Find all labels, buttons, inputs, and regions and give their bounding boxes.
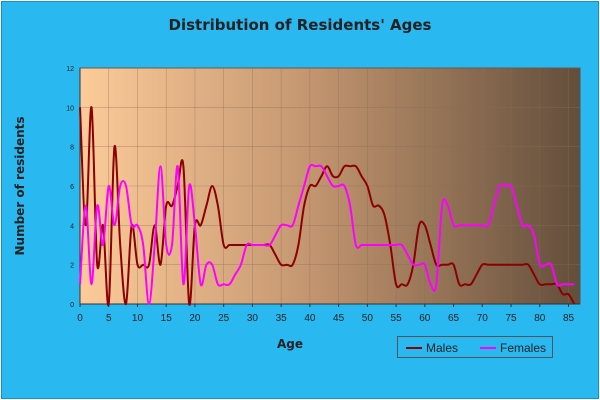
x-tick-label: 55 [391, 313, 403, 324]
legend-swatch-females [480, 347, 496, 349]
x-tick-label: 70 [477, 313, 489, 324]
x-tick-label: 30 [247, 313, 259, 324]
x-tick-label: 40 [304, 313, 316, 324]
x-tick-label: 10 [132, 313, 144, 324]
x-tick-label: 0 [77, 313, 83, 324]
y-tick-label: 2 [70, 263, 74, 270]
y-tick-label: 6 [70, 184, 74, 191]
x-tick-label: 25 [218, 313, 230, 324]
x-tick-label: 65 [448, 313, 460, 324]
x-axis-label: Age [276, 337, 303, 351]
legend: Males Females [397, 336, 553, 358]
chart-title: Distribution of Residents' Ages [168, 16, 432, 34]
x-tick-label: 50 [362, 313, 374, 324]
x-tick-label: 20 [189, 313, 201, 324]
y-tick-label: 8 [70, 145, 74, 152]
y-tick-label: 10 [66, 105, 74, 112]
x-tick-label: 60 [419, 313, 431, 324]
legend-label-females: Females [500, 341, 547, 355]
x-tick-label: 75 [505, 313, 517, 324]
y-tick-label: 12 [66, 66, 74, 73]
x-tick-label: 80 [534, 313, 546, 324]
series-line-males [79, 106, 576, 307]
x-tick-label: 5 [106, 313, 112, 324]
plot-area: 0 5 10 15 20 25 30 35 40 45 50 55 60 65 70 75 80 85 0 2 4 6 8 1… [66, 66, 581, 324]
y-tick-label: 0 [70, 302, 74, 309]
x-tick-label: 15 [161, 313, 173, 324]
x-tick-label: 35 [276, 313, 288, 324]
x-tick-label: 85 [563, 313, 575, 324]
x-tick-label: 45 [333, 313, 345, 324]
legend-label-males: Males [426, 341, 459, 355]
y-tick-label: 4 [70, 223, 74, 230]
series-line-females [79, 163, 575, 305]
legend-swatch-males [406, 347, 422, 349]
